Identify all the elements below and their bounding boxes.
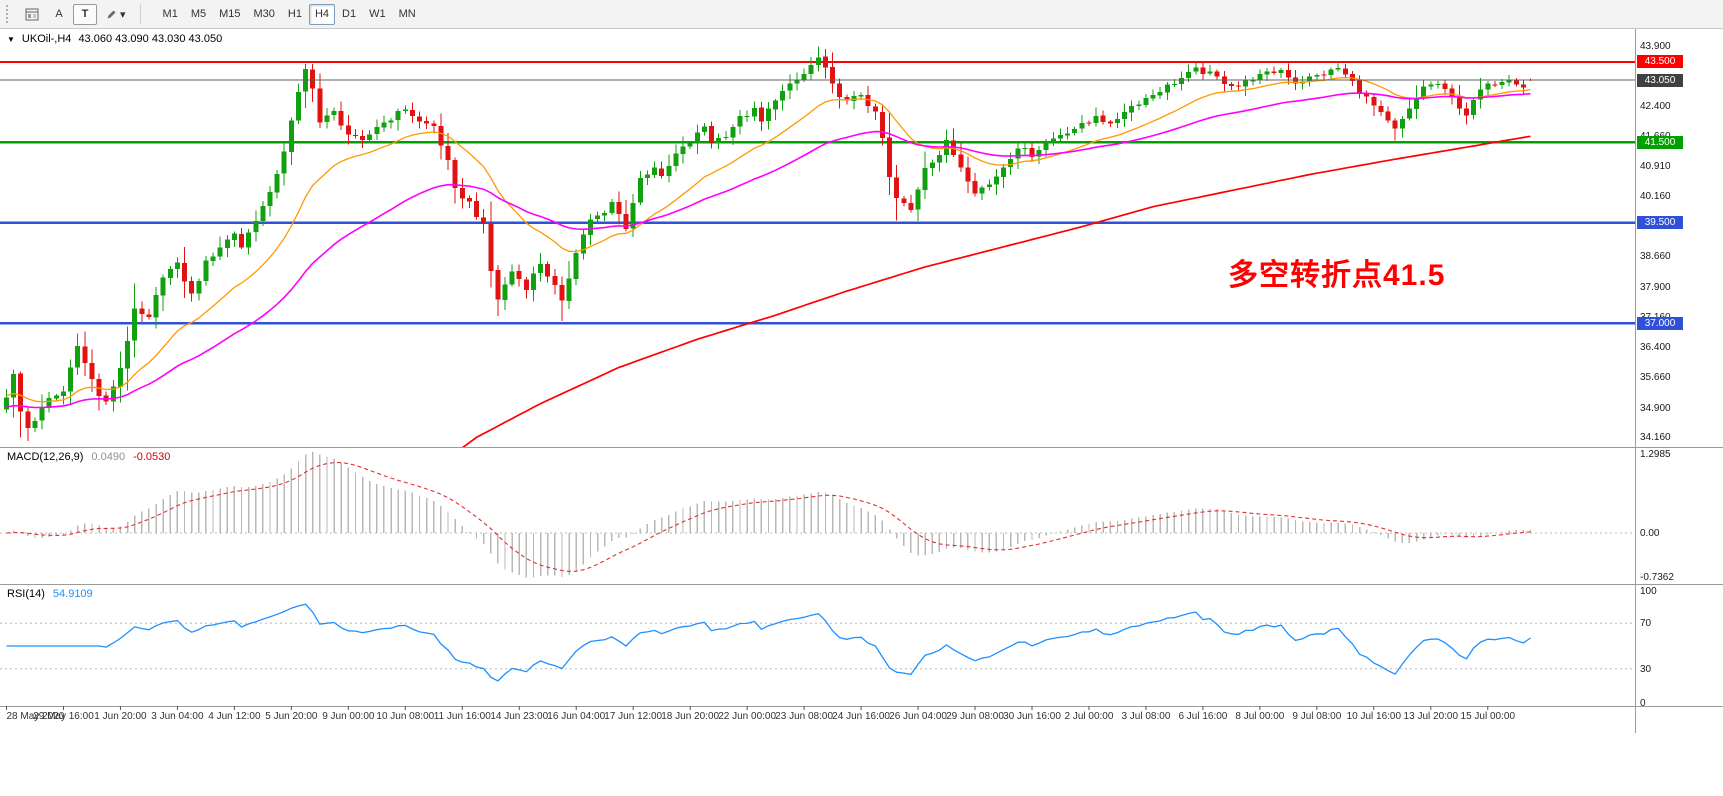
timeframe-m30-button[interactable]: M30 — [248, 4, 281, 25]
pencil-icon — [107, 10, 116, 18]
macd-histogram — [12, 452, 1532, 578]
charts-list-button[interactable] — [19, 4, 45, 25]
chevron-down-icon: ▾ — [120, 8, 126, 21]
chart-windows-icon — [25, 8, 39, 20]
toolbar-grip[interactable] — [6, 5, 12, 23]
toolbar: A T ▾ M1 M5 M15 M30 H1 H4 D1 W1 MN — [0, 0, 1723, 29]
ma-slow-line — [461, 135, 1531, 447]
timeframe-d1-button[interactable]: D1 — [336, 4, 362, 25]
timeframe-mn-button[interactable]: MN — [393, 4, 422, 25]
timeframe-h4-button[interactable]: H4 — [308, 3, 336, 25]
timeframe-m15-button[interactable]: M15 — [213, 4, 246, 25]
timeframe-w1-button[interactable]: W1 — [363, 4, 392, 25]
price-panel — [0, 46, 1635, 447]
timeframe-m1-button[interactable]: M1 — [157, 4, 184, 25]
timeframe-m5-button[interactable]: M5 — [185, 4, 212, 25]
time-axis[interactable] — [0, 706, 1635, 733]
rsi-panel — [0, 603, 1635, 682]
macd-signal-line — [6, 462, 1531, 572]
candles — [4, 46, 1533, 441]
rsi-line — [6, 603, 1531, 682]
toolbar-separator — [139, 4, 141, 24]
ma-mid-line — [6, 92, 1531, 409]
draw-tool-button[interactable]: ▾ — [99, 4, 132, 25]
macd-panel — [0, 452, 1635, 578]
text-tool-button[interactable]: T — [73, 3, 97, 25]
price-axis[interactable] — [1636, 29, 1723, 733]
timeframe-group: M1 M5 M15 M30 H1 H4 D1 W1 MN — [157, 3, 422, 25]
font-tool-button[interactable]: A — [47, 4, 71, 25]
ma-fast-line — [6, 76, 1531, 403]
timeframe-h1-button[interactable]: H1 — [282, 4, 308, 25]
